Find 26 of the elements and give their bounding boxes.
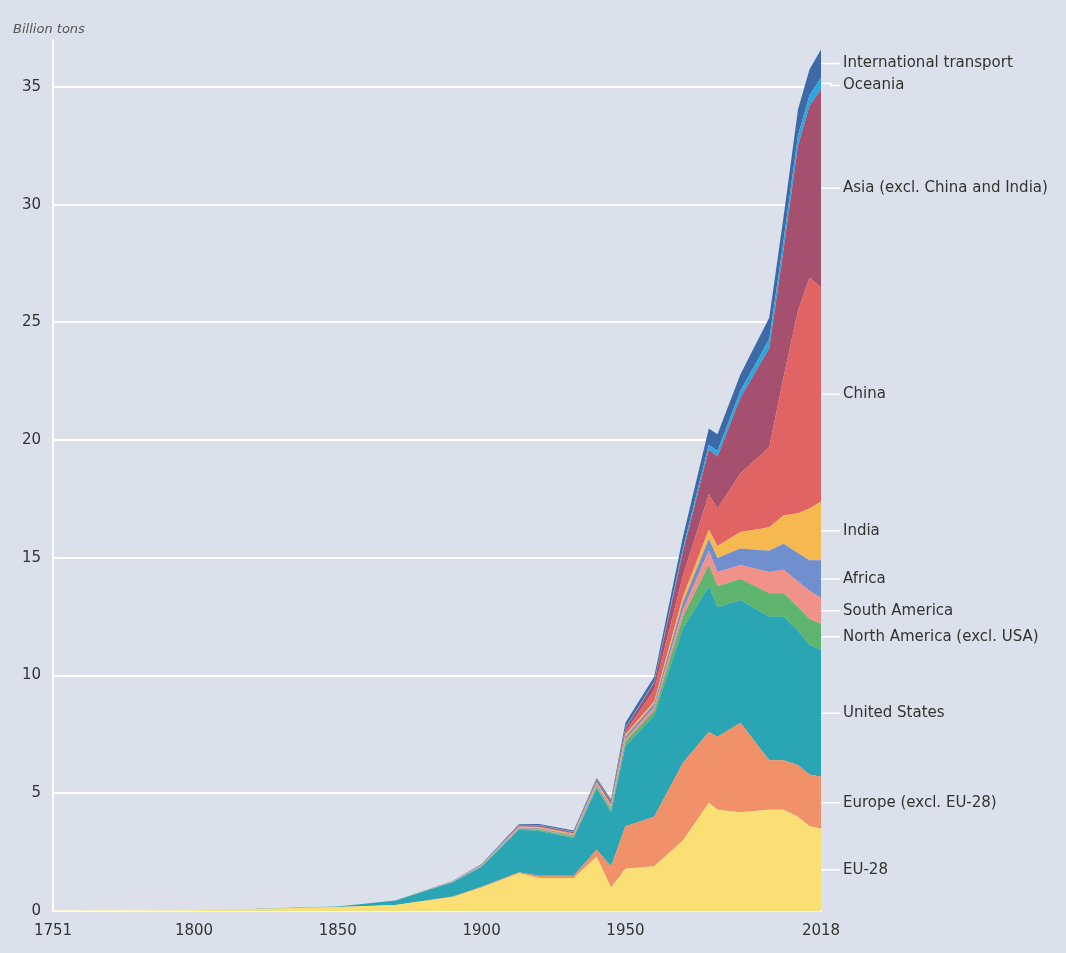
x-tick-label: 1850 xyxy=(318,920,357,939)
x-tick-label: 2018 xyxy=(801,920,841,939)
x-tick-label: 1900 xyxy=(462,920,501,939)
y-axis-title: Billion tons xyxy=(13,20,86,36)
series-label: Africa xyxy=(843,568,886,587)
series-label: India xyxy=(843,520,880,539)
y-tick-label: 25 xyxy=(21,312,42,331)
y-tick-label: 20 xyxy=(21,430,42,449)
series-label: International transport xyxy=(843,53,1013,72)
series-label: EU-28 xyxy=(843,859,888,878)
series-label: China xyxy=(843,384,886,403)
y-tick-label: 35 xyxy=(21,76,42,95)
series-label: United States xyxy=(843,703,945,722)
series-label: South America xyxy=(843,600,954,619)
series-label: Asia (excl. China and India) xyxy=(843,178,1048,197)
y-tick-label: 15 xyxy=(21,547,42,566)
x-tick-label: 1751 xyxy=(33,920,73,939)
x-tick-label: 1800 xyxy=(174,920,214,939)
series-label: North America (excl. USA) xyxy=(843,626,1039,645)
y-tick-label: 30 xyxy=(21,194,42,213)
x-tick-label: 1950 xyxy=(606,920,645,939)
series-label: Oceania xyxy=(843,75,905,94)
y-tick-label: 10 xyxy=(21,665,42,684)
y-tick-label: 5 xyxy=(31,783,42,802)
y-tick-label: 0 xyxy=(31,900,42,919)
series-label: Europe (excl. EU-28) xyxy=(843,792,997,811)
